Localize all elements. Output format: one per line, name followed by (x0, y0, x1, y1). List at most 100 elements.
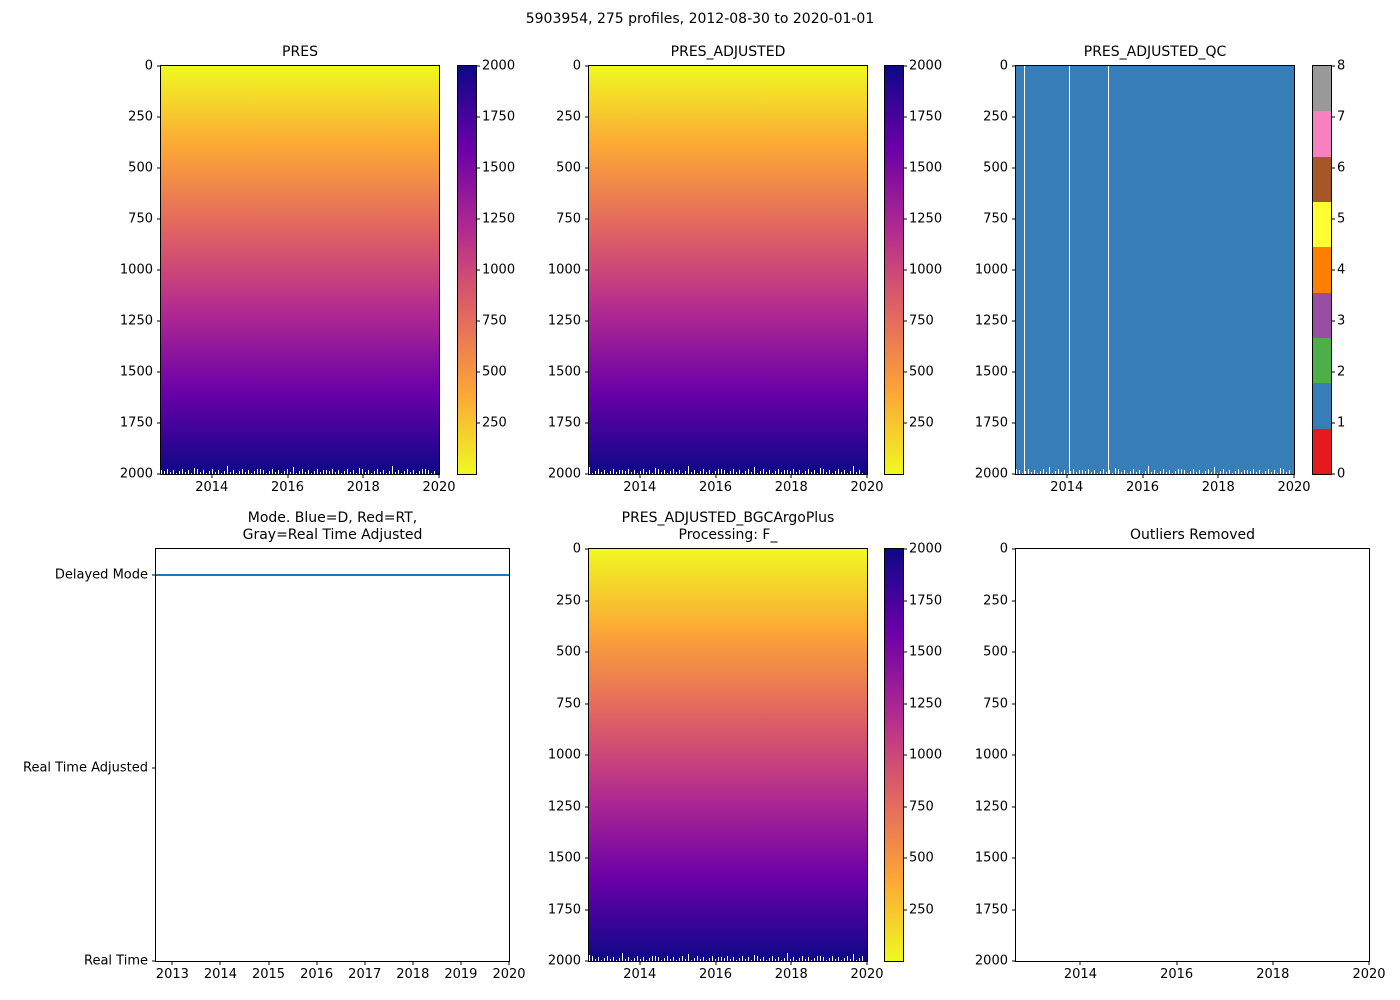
noise-bar (766, 960, 767, 961)
noise-bar (371, 473, 372, 474)
noise-bar (709, 958, 710, 961)
y-tick-mark (1012, 548, 1016, 550)
noise-bar (1262, 473, 1263, 474)
noise-bar (1223, 469, 1224, 474)
y-tick-mark (157, 320, 161, 322)
y-tick-mark (1012, 909, 1016, 910)
noise-bar (754, 467, 755, 474)
noise-bar (745, 471, 746, 474)
noise-bar (278, 470, 279, 474)
y-tick-mark (585, 548, 589, 550)
noise-bar (386, 473, 387, 474)
x-tick-label: 2013 (155, 967, 189, 982)
noise-bar (787, 953, 788, 961)
noise-bar (814, 470, 815, 474)
profile-bottom-edge (589, 465, 867, 474)
y-tick-mark (1012, 806, 1016, 807)
noise-bar (694, 958, 695, 961)
noise-bar (724, 470, 725, 474)
x-tick-mark (268, 961, 270, 965)
x-tick-label: 2014 (1050, 480, 1084, 495)
noise-bar (1130, 471, 1131, 474)
noise-bar (1124, 470, 1125, 474)
y-tick-label: 1750 (547, 902, 581, 917)
x-tick-mark (715, 474, 716, 478)
noise-bar (1016, 469, 1017, 474)
colorbar-tick-label: 2000 (909, 541, 943, 557)
colorbar-tick-label: 1500 (482, 160, 516, 176)
noise-bar (754, 955, 755, 961)
colorbar-tick-label: 750 (482, 313, 507, 329)
plot-title-line: PRES_ADJUSTED_BGCArgoPlus (621, 510, 835, 526)
x-tick-mark (211, 474, 213, 478)
noise-bar (185, 472, 186, 474)
noise-bar (784, 958, 785, 961)
noise-bar (727, 956, 728, 961)
colorbar-tick-label: 500 (482, 364, 507, 380)
y-tick-label: 2000 (974, 953, 1008, 969)
colorbar-tick-mark (1331, 422, 1335, 424)
x-tick-mark (1066, 474, 1068, 478)
y-tick-label: 1500 (974, 850, 1008, 866)
noise-bar (1058, 469, 1059, 474)
noise-bar (200, 472, 201, 474)
noise-bar (742, 956, 743, 961)
noise-bar (778, 957, 779, 961)
noise-bar (1046, 472, 1047, 474)
plot-title-line: Processing: F_ (678, 527, 778, 543)
noise-bar (242, 469, 243, 474)
noise-bar (392, 466, 393, 474)
y-tick-label: 1250 (974, 799, 1008, 814)
noise-bar (589, 955, 590, 961)
noise-bar (655, 468, 656, 474)
noise-bar (655, 956, 656, 961)
noise-bar (1184, 470, 1185, 474)
y-tick-label: 1250 (974, 313, 1008, 329)
plot-title: PRES_ADJUSTED (671, 44, 786, 61)
colorbar-tick-mark (903, 269, 907, 271)
noise-bar (1217, 473, 1218, 474)
noise-bar (1202, 473, 1203, 474)
x-tick-label: 2016 (270, 480, 305, 495)
noise-bar (637, 956, 638, 961)
noise-bar (682, 956, 683, 961)
noise-bar (1175, 471, 1176, 474)
x-tick-mark (171, 961, 173, 965)
y-tick-label: 750 (556, 696, 581, 711)
colorbar-tick-label: 3 (1337, 313, 1346, 329)
noise-bar (667, 956, 668, 961)
noise-bar (1157, 473, 1158, 474)
colorbar-tick-label: 6 (1337, 160, 1346, 176)
noise-bar (706, 472, 707, 474)
colorbar-tick-label: 1000 (482, 262, 516, 278)
colorbar-tick-mark (1331, 473, 1335, 475)
noise-bar (419, 471, 420, 474)
noise-bar (1208, 469, 1209, 474)
noise-bar (341, 473, 342, 474)
x-tick-mark (460, 961, 462, 965)
noise-bar (619, 470, 620, 474)
colorbar-tick-mark (903, 806, 907, 807)
qc-flag-swatch (1313, 66, 1331, 112)
noise-bar (661, 472, 662, 474)
noise-bar (1187, 473, 1188, 474)
noise-bar (404, 471, 405, 474)
noise-bar (649, 958, 650, 961)
y-tick-label: 250 (556, 109, 581, 125)
noise-bar (640, 959, 641, 961)
colorbar-tick-label: 1500 (909, 160, 943, 176)
colorbar-tick-mark (1331, 218, 1335, 220)
noise-bar (1088, 469, 1089, 474)
y-tick-label: 1000 (547, 262, 581, 278)
noise-bar (1190, 471, 1191, 474)
noise-bar (176, 473, 177, 474)
noise-bar (712, 473, 713, 474)
noise-bar (622, 953, 623, 961)
noise-bar (742, 473, 743, 474)
noise-bar (823, 469, 824, 474)
subplot-bgc-processing: PRES_ADJUSTED_BGCArgoPlus Processing: F_ 0… (548, 510, 884, 981)
noise-bar (1082, 470, 1083, 474)
noise-bar (320, 472, 321, 474)
x-tick-mark (1368, 961, 1370, 965)
noise-bar (170, 472, 171, 474)
